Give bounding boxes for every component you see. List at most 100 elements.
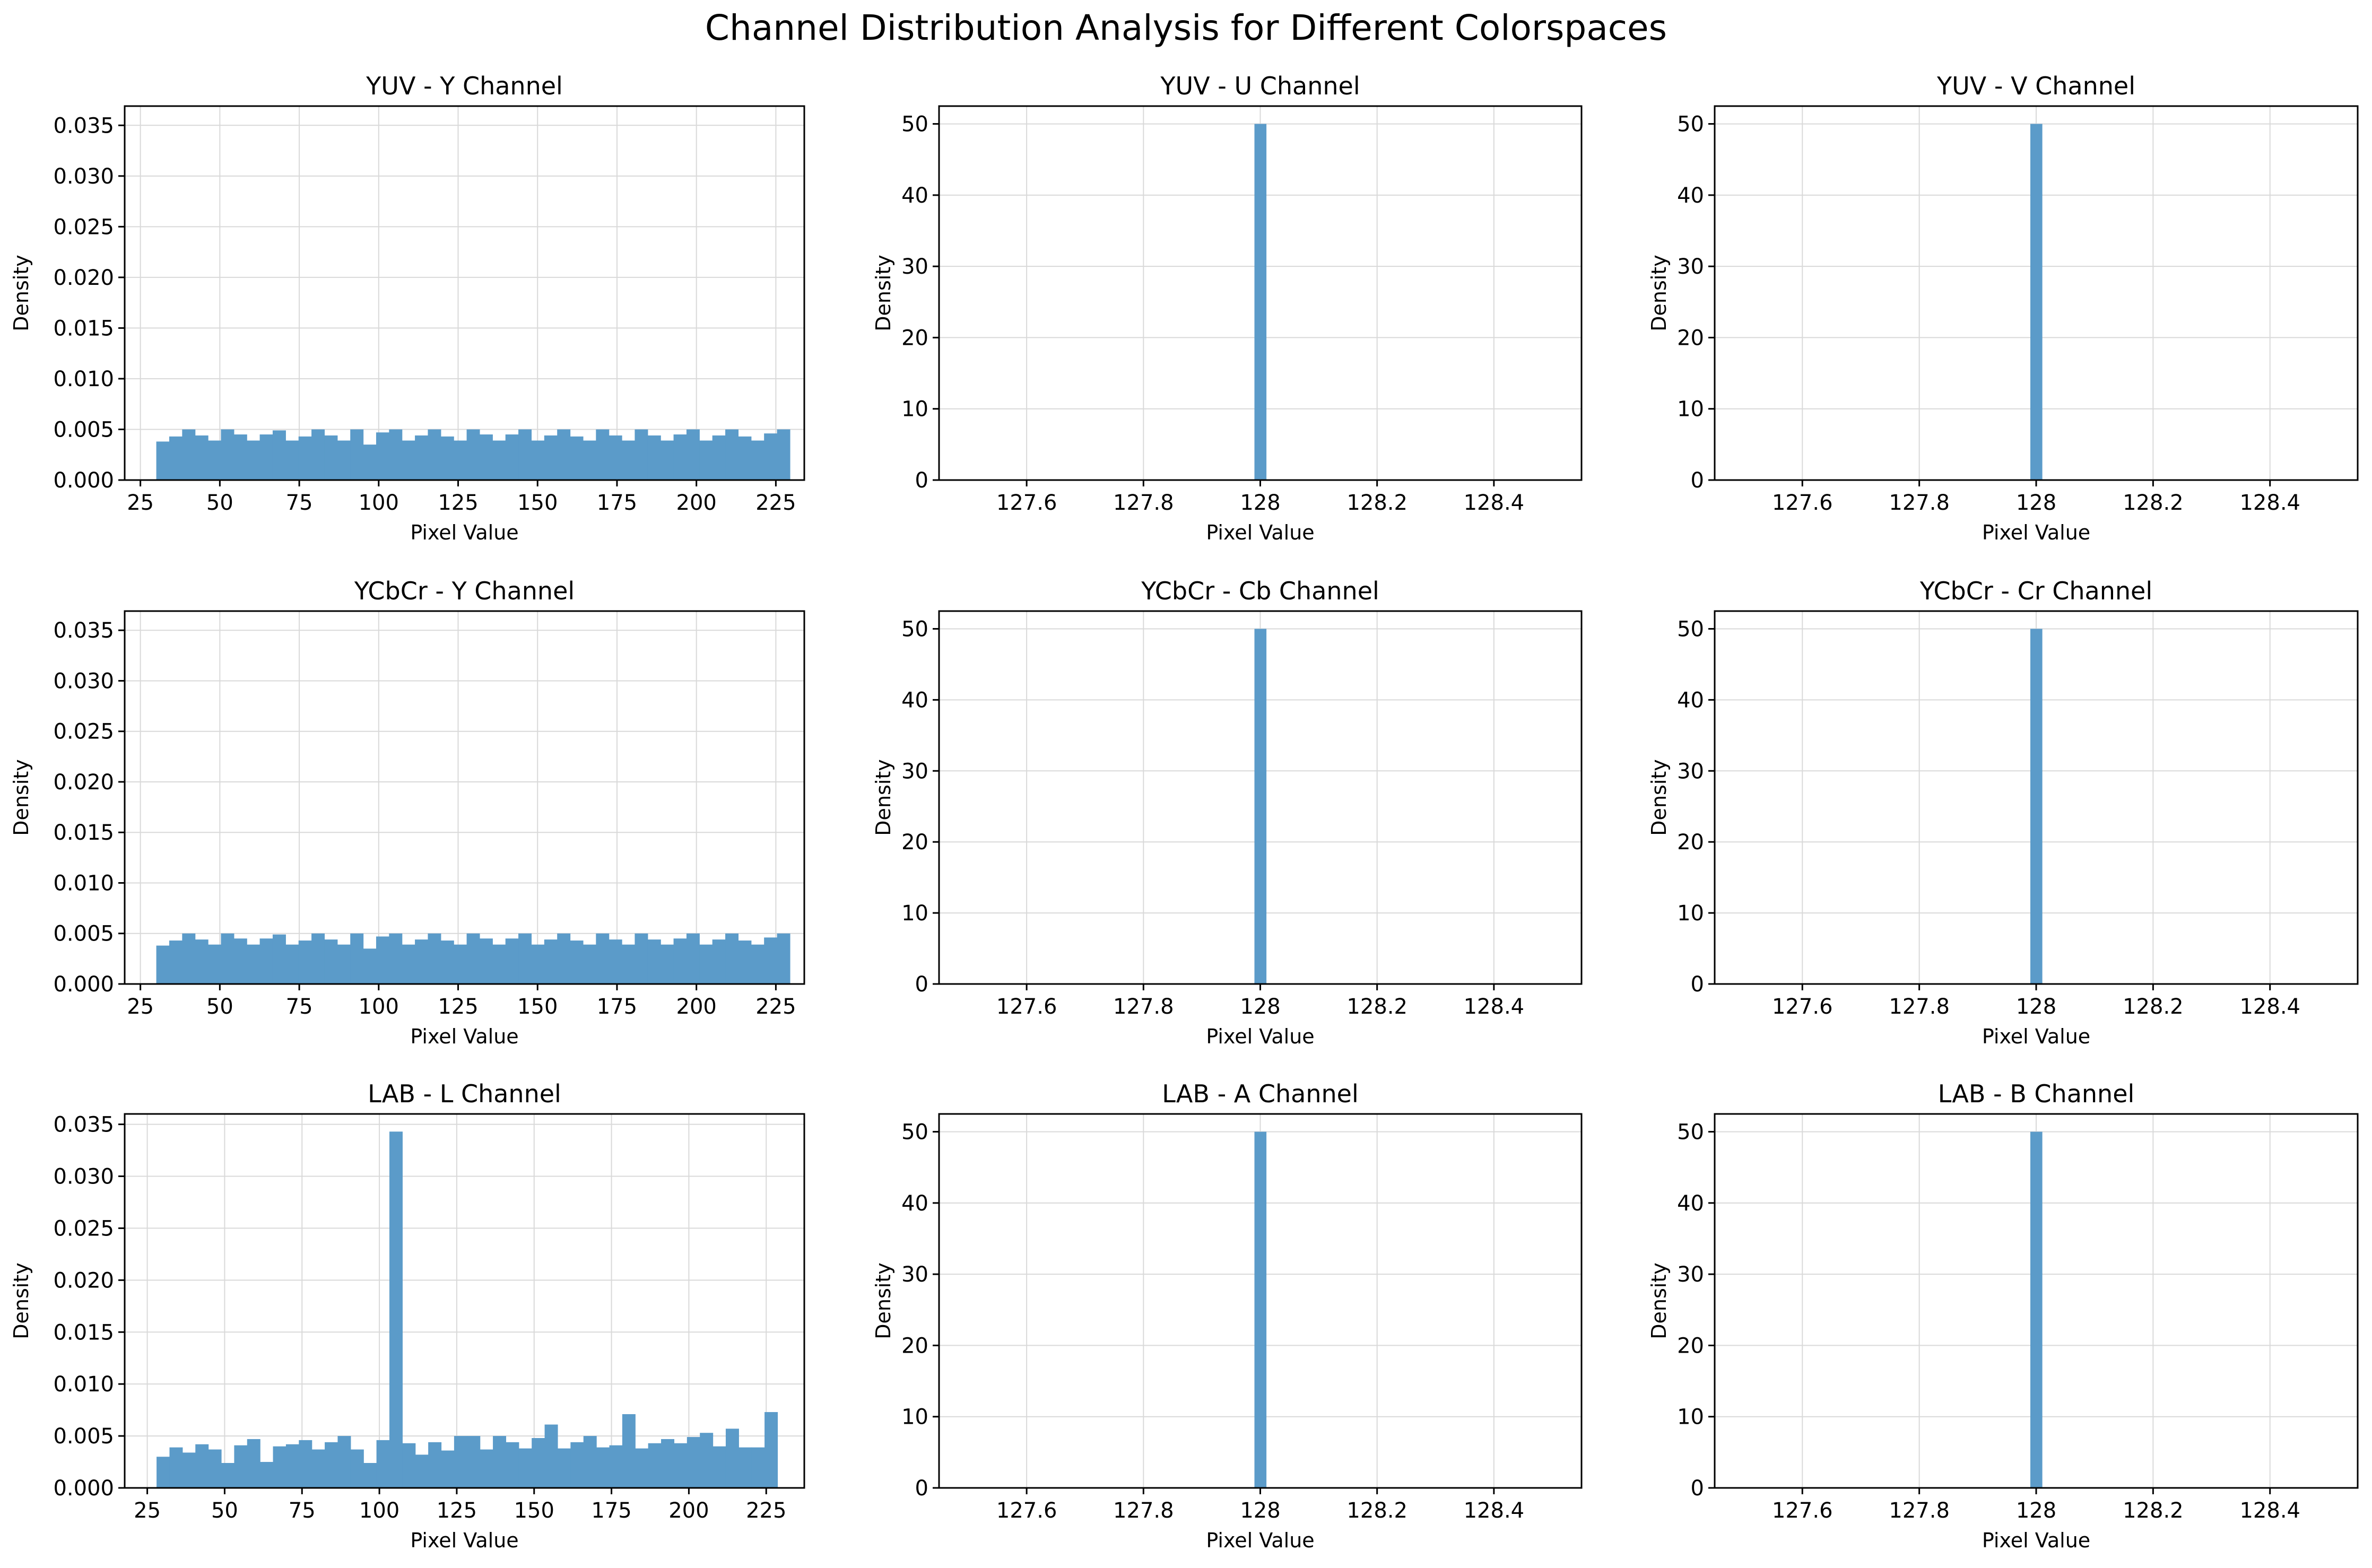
y-tick-label: 20 [901, 1334, 928, 1358]
histogram-bar [337, 944, 351, 984]
histogram-bar [466, 933, 480, 984]
x-axis-label: Pixel Value [1206, 521, 1314, 544]
x-tick-label: 75 [286, 995, 313, 1019]
x-tick-label: 128 [1240, 491, 1280, 515]
histogram-bar [466, 429, 480, 480]
x-axis-label: Pixel Value [1206, 1529, 1314, 1552]
y-tick-label: 0.010 [53, 367, 114, 391]
y-tick-label: 10 [901, 901, 928, 926]
histogram-bar [311, 933, 325, 984]
histogram-bar [506, 1442, 519, 1488]
y-tick-label: 0.015 [53, 821, 114, 845]
y-tick-label: 0.025 [53, 215, 114, 239]
histogram-bar [233, 938, 247, 984]
subplot: 25 50 75 100 125 150 175 200 225 0.000 0.005 0.010 0… [10, 1079, 805, 1552]
y-axis-label: Density [10, 255, 33, 331]
y-tick-label: 0.020 [53, 1268, 114, 1293]
y-tick-label: 50 [1677, 1120, 1704, 1145]
subplot-title: LAB - A Channel [1162, 1079, 1359, 1108]
y-tick-label: 40 [901, 688, 928, 712]
histogram-bar [544, 1424, 558, 1488]
x-tick-label: 175 [597, 491, 637, 515]
x-tick-label: 125 [437, 1499, 477, 1523]
x-tick-label: 25 [127, 491, 154, 515]
y-tick-label: 30 [1677, 759, 1704, 783]
x-tick-label: 150 [517, 491, 558, 515]
x-tick-label: 125 [438, 491, 478, 515]
subplot: 127.6 127.8 128 128.2 128.4 0 10 20 30 40 50 YUV - … [872, 72, 1583, 544]
histogram-bar [273, 1446, 286, 1488]
x-tick-label: 128.2 [1346, 491, 1407, 515]
histogram-bar [259, 434, 273, 480]
histogram-bar [402, 440, 415, 480]
histogram-bar [700, 1433, 714, 1488]
y-axis-label: Density [872, 1262, 895, 1339]
histogram-bar [725, 1428, 739, 1488]
y-tick-label: 30 [1677, 255, 1704, 279]
x-tick-label: 128 [2016, 995, 2056, 1019]
histogram-bar [686, 429, 700, 480]
histogram-bar [777, 429, 790, 480]
histogram-bar [635, 933, 648, 984]
histogram-bar [415, 939, 429, 984]
histogram-bar [647, 939, 661, 984]
histogram-bar [208, 440, 222, 480]
histogram-bar [299, 1440, 312, 1488]
histogram-bar [609, 939, 622, 984]
histogram-bar [725, 933, 739, 984]
histogram-bar [532, 1438, 545, 1488]
y-tick-label: 0 [915, 972, 928, 997]
y-tick-label: 0.035 [53, 1113, 114, 1137]
y-axis-label: Density [10, 759, 33, 835]
histogram-bar [259, 938, 273, 984]
histogram-bar [1254, 124, 1267, 481]
histogram-bar [583, 944, 596, 984]
y-tick-label: 20 [901, 830, 928, 855]
histogram-bar [570, 1442, 584, 1488]
histogram-bar [596, 933, 610, 984]
histogram-bar [492, 440, 506, 480]
subplot-title: YUV - U Channel [1160, 72, 1360, 100]
y-tick-label: 40 [901, 1191, 928, 1216]
x-tick-label: 127.8 [1113, 995, 1174, 1019]
y-axis-label: Density [1647, 255, 1671, 331]
histogram-bar [247, 440, 260, 480]
y-tick-label: 30 [1677, 1262, 1704, 1287]
histogram-bar [2030, 1131, 2043, 1488]
histogram-bar [557, 933, 571, 984]
figure-title: Channel Distribution Analysis for Differ… [705, 7, 1667, 48]
histogram-bar [2030, 124, 2043, 481]
histogram-bar [467, 1436, 481, 1488]
x-tick-label: 128.4 [1464, 995, 1525, 1019]
x-axis-label: Pixel Value [1982, 521, 2090, 544]
x-tick-label: 128 [2016, 491, 2056, 515]
histogram-bar [661, 440, 674, 480]
histogram-bar [570, 436, 584, 480]
subplot: 127.6 127.8 128 128.2 128.4 0 10 20 30 40 50 YCbCr … [872, 577, 1583, 1048]
x-tick-label: 175 [591, 1499, 631, 1523]
histogram-bar [493, 1436, 507, 1488]
x-tick-label: 127.8 [1113, 491, 1174, 515]
y-tick-label: 50 [1677, 617, 1704, 641]
histogram-bar [311, 1449, 325, 1488]
histogram-bar [247, 944, 260, 984]
y-tick-label: 0.020 [53, 770, 114, 795]
y-tick-label: 10 [901, 397, 928, 422]
histogram-bar [195, 1444, 209, 1488]
histogram-bar [531, 440, 545, 480]
x-tick-label: 128.2 [2123, 995, 2184, 1019]
x-tick-label: 25 [127, 995, 154, 1019]
histogram-bar [1254, 629, 1267, 984]
histogram-bar [157, 1457, 170, 1488]
y-tick-label: 0.000 [53, 972, 114, 997]
x-tick-label: 200 [676, 491, 717, 515]
histogram-bar [454, 1436, 467, 1488]
histogram-bar [648, 1443, 662, 1488]
histogram-bar [428, 429, 441, 480]
y-tick-label: 0.030 [53, 164, 114, 189]
y-tick-label: 50 [1677, 112, 1704, 137]
x-tick-label: 75 [286, 491, 313, 515]
y-tick-label: 30 [901, 1262, 928, 1287]
